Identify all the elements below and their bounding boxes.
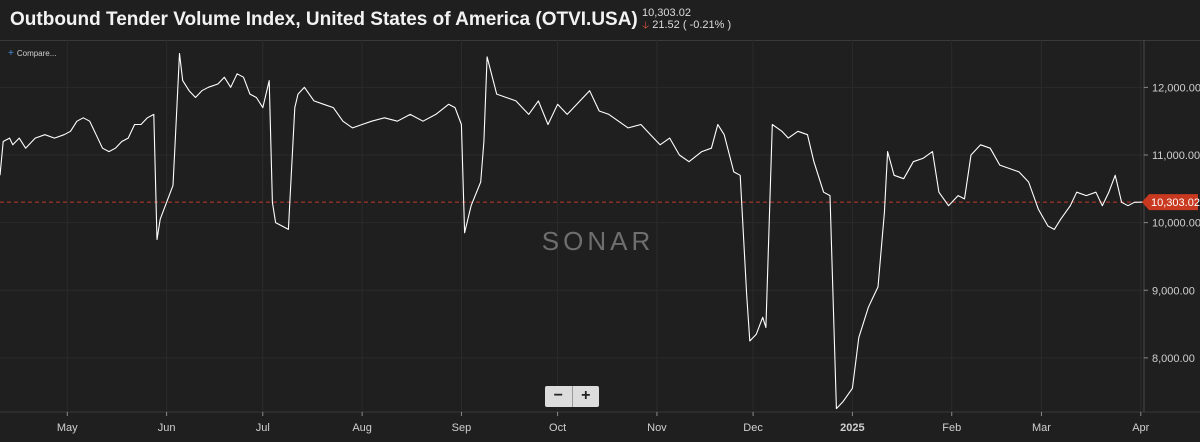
x-tick-label: Jul xyxy=(256,422,270,434)
change-row: 🡣 21.52 ( -0.21% ) xyxy=(642,19,731,32)
current-value-tag: 10,303.02 xyxy=(1142,194,1200,211)
x-tick-label: Nov xyxy=(647,422,667,434)
x-tick-label: Oct xyxy=(549,422,566,434)
change-value: 21.52 xyxy=(652,19,680,31)
series-line xyxy=(0,52,1145,410)
x-tick-label: Feb xyxy=(942,422,961,434)
compare-label: Compare... xyxy=(16,49,57,58)
y-axis-ticks: 12,000.00 11,000.00 10,000.00 9,000.00 8,000… xyxy=(1144,82,1200,365)
change-percent: ( -0.21% ) xyxy=(682,19,732,31)
y-tick-label: 10,000.00 xyxy=(1152,218,1200,230)
plus-icon: + xyxy=(8,48,14,59)
zoom-controls: − + xyxy=(545,386,599,407)
x-tick-label: Dec xyxy=(743,422,763,434)
chart-header: Outbound Tender Volume Index, United Sta… xyxy=(0,0,1200,41)
current-value-label: 10,303.02 xyxy=(1151,197,1200,209)
down-arrow-icon: 🡣 xyxy=(642,20,650,31)
y-tick-label: 12,000.00 xyxy=(1152,82,1200,94)
x-tick-label: Jun xyxy=(158,422,176,434)
x-tick-label: Mar xyxy=(1032,422,1051,434)
zoom-in-button[interactable]: + xyxy=(571,386,599,407)
x-tick-label: 2025 xyxy=(840,422,864,434)
y-tick-label: 8,000.00 xyxy=(1152,353,1195,365)
x-tick-label: Aug xyxy=(352,422,372,434)
x-tick-label: Apr xyxy=(1132,422,1149,434)
last-value: 10,303.02 xyxy=(642,7,691,19)
x-axis-ticks: May Jun Jul Aug Sep Oct Nov Dec 2025 Feb Mar Apr xyxy=(57,412,1150,434)
x-tick-label: May xyxy=(57,422,78,434)
compare-button[interactable]: + Compare... xyxy=(8,48,56,59)
quote-box: 10,303.02 🡣 21.52 ( -0.21% ) xyxy=(642,7,731,32)
zoom-out-button[interactable]: − xyxy=(545,386,572,407)
x-tick-label: Sep xyxy=(452,422,472,434)
chart-title: Outbound Tender Volume Index, United Sta… xyxy=(10,9,638,30)
y-tick-label: 9,000.00 xyxy=(1152,285,1195,297)
y-tick-label: 11,000.00 xyxy=(1152,150,1200,162)
current-value-tag-shape xyxy=(1142,194,1198,211)
sonar-watermark: SONAR xyxy=(542,226,654,256)
grid-lines xyxy=(0,40,1144,412)
